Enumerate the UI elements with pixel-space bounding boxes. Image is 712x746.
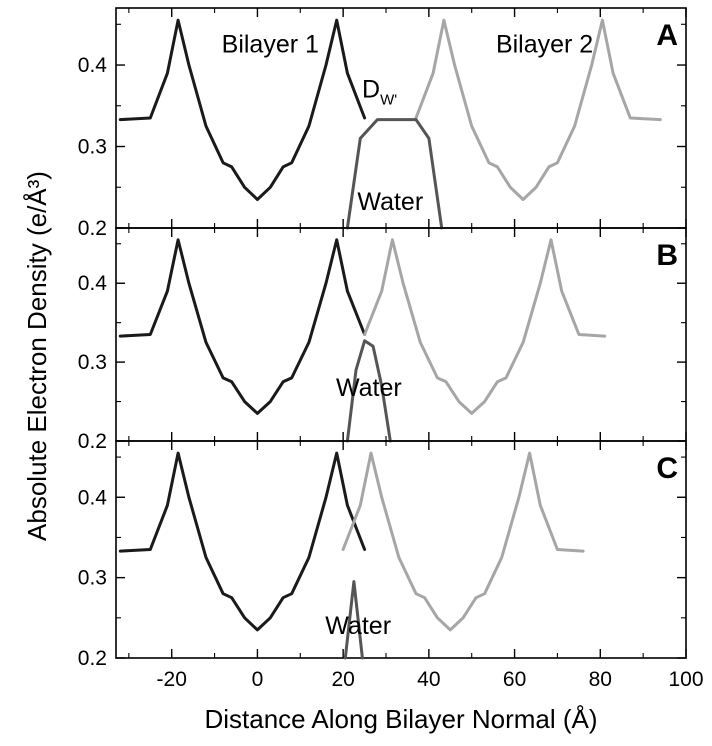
annotation-d: DW'	[362, 75, 397, 108]
x-tick-label: 100	[668, 668, 703, 691]
water-density-line	[343, 580, 364, 660]
bilayer2-density-line	[414, 18, 662, 201]
x-tick-label: 60	[503, 668, 526, 691]
annotation-water: Water	[357, 188, 423, 216]
panel-b: 0.2 0.3 0.4 Water B	[78, 227, 687, 453]
y-tick-label: 0.2	[78, 217, 107, 240]
bilayer1-density-line	[118, 238, 367, 415]
water-density-line	[345, 339, 392, 443]
annotation-bilayer-2: Bilayer 2	[496, 31, 593, 59]
panel-letter: B	[656, 239, 678, 272]
y-tick-label: 0.2	[78, 430, 107, 453]
x-tick-label: 20	[331, 668, 354, 691]
annotation-subscript: W'	[380, 91, 397, 108]
y-tick-label: 0.3	[78, 351, 107, 374]
bilayer2-density-line	[341, 451, 585, 632]
panel-letter: C	[656, 452, 678, 485]
x-axis-title: Distance Along Bilayer Normal (Å)	[204, 704, 597, 734]
panel-c: 0.2 0.3 0.4 Water C -20 0 20 40 60 80 100	[78, 440, 704, 691]
x-tick-label: -20	[157, 668, 187, 691]
water-density-line	[345, 118, 444, 230]
y-axis-title: Absolute Electron Density (e/Å³)	[22, 171, 52, 541]
annotation-water: Water	[325, 612, 391, 640]
y-tick-label: 0.4	[78, 486, 108, 509]
bilayer1-density-line	[118, 18, 367, 201]
annotation-bilayer-1: Bilayer 1	[222, 31, 319, 59]
panel-letter: A	[656, 19, 678, 52]
y-tick-label: 0.3	[78, 567, 107, 590]
bilayer1-density-line	[118, 451, 367, 632]
y-tick-label: 0.4	[78, 272, 108, 295]
x-tick-label: 0	[252, 668, 264, 691]
x-tick-label: 40	[417, 668, 440, 691]
y-tick-label: 0.4	[78, 54, 108, 77]
panel-a: 0.2 0.3 0.4 Bilayer 1 Bilayer 2 DW' Water A	[78, 7, 687, 240]
bilayer2-density-line	[363, 238, 607, 415]
y-tick-label: 0.3	[78, 136, 107, 159]
annotation-water: Water	[336, 374, 402, 402]
panel-frame	[115, 440, 687, 659]
x-tick-label: 80	[589, 668, 612, 691]
y-tick-label: 0.2	[78, 647, 107, 670]
